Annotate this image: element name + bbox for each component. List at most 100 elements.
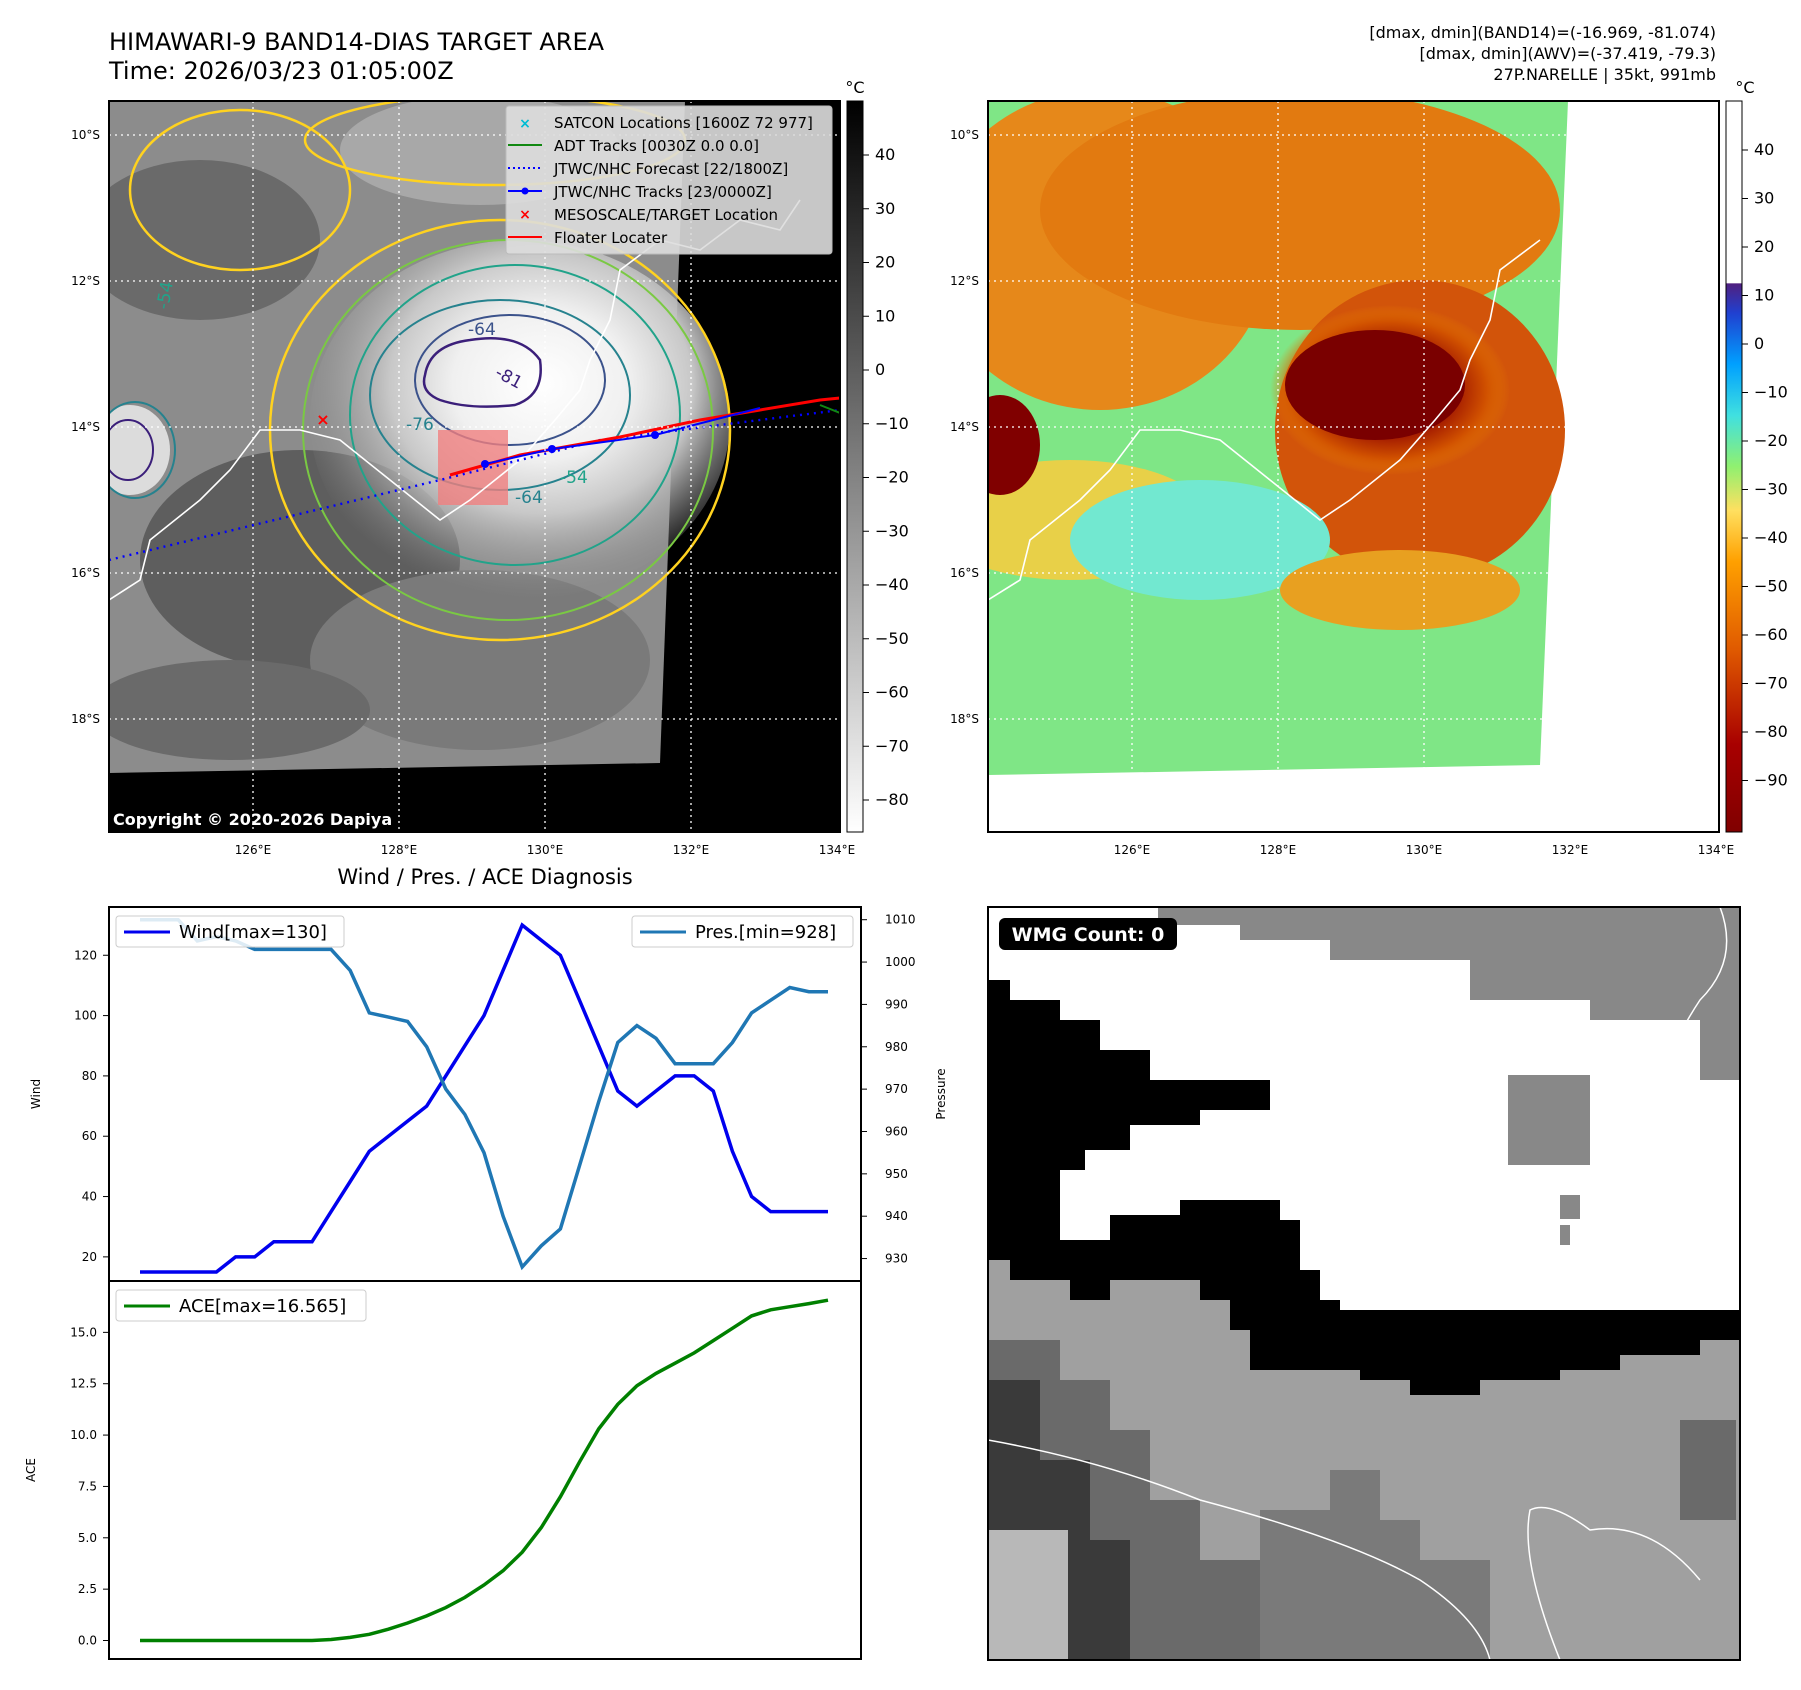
ir-colorbar-unit: °C xyxy=(845,78,864,97)
contour-label: -64 xyxy=(515,488,543,508)
lon-label: 132°E xyxy=(673,843,710,857)
lon-label: 128°E xyxy=(1260,843,1297,857)
colorbar-tick-label: −70 xyxy=(875,736,909,755)
lon-label: 128°E xyxy=(381,843,418,857)
lon-label: 132°E xyxy=(1552,843,1589,857)
lat-label: 10°S xyxy=(71,128,100,142)
colorbar-tick-label: −50 xyxy=(875,629,909,648)
colorbar-tick-label: −70 xyxy=(1754,674,1788,693)
lat-label: 14°S xyxy=(71,420,100,434)
wind-tick-label: 20 xyxy=(82,1250,97,1264)
lon-label: 134°E xyxy=(1698,843,1735,857)
colorbar-tick-label: −90 xyxy=(1754,771,1788,790)
pressure-tick-label: 950 xyxy=(885,1167,908,1181)
colorbar-tick-label: −60 xyxy=(1754,625,1788,644)
colorbar-tick-label: 30 xyxy=(1754,189,1774,208)
svg-text:×: × xyxy=(519,207,531,223)
lat-label: 14°S xyxy=(950,420,979,434)
wmg-count: WMG Count: 0 xyxy=(1012,924,1165,946)
awv-colorbar-unit: °C xyxy=(1735,78,1754,97)
lon-label: 126°E xyxy=(1114,843,1151,857)
colorbar-tick-label: −80 xyxy=(875,790,909,809)
lat-label: 10°S xyxy=(950,128,979,142)
contour-label: -76 xyxy=(406,415,434,435)
legend-ace: ACE[max=16.565] xyxy=(179,1296,346,1317)
colorbar-tick-label: −40 xyxy=(875,575,909,594)
wind-legend: Wind[max=130] xyxy=(115,915,345,948)
colorbar-tick-label: 20 xyxy=(1754,237,1774,256)
colorbar-tick-label: 0 xyxy=(1754,334,1764,353)
ace-tick-label: 5.0 xyxy=(78,1531,97,1545)
lon-label: 130°E xyxy=(527,843,564,857)
pressure-axis-label: Pressure xyxy=(934,1068,948,1119)
colorbar-tick-label: −10 xyxy=(1754,383,1788,402)
lat-label: 16°S xyxy=(71,566,100,580)
awv-map-lon-labels: 126°E 128°E 130°E 132°E 134°E xyxy=(1114,843,1735,857)
legend-floater: Floater Locater xyxy=(554,229,668,247)
colorbar-tick-label: 30 xyxy=(875,199,895,218)
colorbar-tick-label: 0 xyxy=(875,360,885,379)
pressure-tick-label: 1000 xyxy=(885,955,916,969)
wind-tick-label: 80 xyxy=(82,1069,97,1083)
contour-label: -54 xyxy=(153,280,178,311)
colorbar-tick-label: −60 xyxy=(875,683,909,702)
lat-label: 18°S xyxy=(950,712,979,726)
dmax-awv: [dmax, dmin](AWV)=(-37.419, -79.3) xyxy=(1419,44,1716,63)
wind-tick-label: 40 xyxy=(82,1190,97,1204)
svg-text:×: × xyxy=(316,410,329,429)
pressure-tick-label: 980 xyxy=(885,1040,908,1054)
legend-forecast: JTWC/NHC Forecast [22/1800Z] xyxy=(553,160,788,178)
lat-label: 16°S xyxy=(950,566,979,580)
ace-axis-label: ACE xyxy=(24,1458,38,1482)
lat-label: 12°S xyxy=(950,274,979,288)
colorbar-tick-label: −20 xyxy=(875,468,909,487)
wind-axis-label: Wind xyxy=(29,1079,43,1109)
figure-title: HIMAWARI-9 BAND14-DIAS TARGET AREA xyxy=(109,28,605,56)
ace-tick-label: 15.0 xyxy=(70,1325,97,1339)
colorbar-tick-label: −40 xyxy=(1754,528,1788,547)
pressure-tick-label: 1010 xyxy=(885,913,916,927)
pressure-tick-label: 930 xyxy=(885,1252,908,1266)
colorbar-tick-label: 10 xyxy=(875,306,895,325)
ir-map-lat-labels: 10°S 12°S 14°S 16°S 18°S xyxy=(71,128,100,726)
awv-colorbar: °C 40 30 20 10 0 −10 −20 −30 −40 −50 −60 −70 −80 −90 xyxy=(1725,78,1788,833)
pressure-legend: Pres.[min=928] xyxy=(631,915,854,948)
colorbar-tick-label: 40 xyxy=(875,145,895,164)
colorbar-tick-label: −10 xyxy=(875,414,909,433)
awv-map xyxy=(987,100,1720,833)
legend-satcon: SATCON Locations [1600Z 72 977] xyxy=(554,114,813,132)
legend-tracks: JTWC/NHC Tracks [23/0000Z] xyxy=(553,183,772,201)
colorbar-tick-label: −50 xyxy=(1754,577,1788,596)
diagnosis-title: Wind / Pres. / ACE Diagnosis xyxy=(337,865,632,889)
lat-label: 12°S xyxy=(71,274,100,288)
ace-chart: 0.0 2.5 5.0 7.5 10.0 12.5 15.0 ACE ACE[max=16.… xyxy=(24,1280,862,1660)
ace-series-line xyxy=(140,1298,829,1643)
figure-time: Time: 2026/03/23 01:05:00Z xyxy=(108,57,454,85)
ace-tick-label: 12.5 xyxy=(70,1377,97,1391)
contour-label: -54 xyxy=(560,468,588,488)
colorbar-tick-label: 40 xyxy=(1754,140,1774,159)
pressure-series-line xyxy=(140,917,828,1271)
wind-tick-label: 100 xyxy=(74,1009,97,1023)
ace-tick-label: 10.0 xyxy=(70,1428,97,1442)
ir-map-lon-labels: 126°E 128°E 130°E 132°E 134°E xyxy=(235,843,856,857)
pressure-tick-label: 960 xyxy=(885,1124,908,1138)
lon-label: 126°E xyxy=(235,843,272,857)
pressure-tick-label: 970 xyxy=(885,1082,908,1096)
lon-label: 134°E xyxy=(819,843,856,857)
storm-info: 27P.NARELLE | 35kt, 991mb xyxy=(1493,65,1716,84)
ir-colorbar: °C 40 30 20 10 0 −10 −20 −30 −40 −50 −60 −70 −80 xyxy=(845,78,909,833)
wind-series-line xyxy=(140,922,828,1274)
colorbar-tick-label: −30 xyxy=(875,521,909,540)
ace-tick-label: 7.5 xyxy=(78,1479,97,1493)
wind-tick-label: 120 xyxy=(74,948,97,962)
legend-pressure: Pres.[min=928] xyxy=(695,922,836,943)
wind-tick-label: 60 xyxy=(82,1129,97,1143)
ace-legend: ACE[max=16.565] xyxy=(115,1289,367,1322)
wind-pressure-chart: 20 40 60 80 100 120 930 940 950 960 970 980 990 1000… xyxy=(29,906,948,1282)
colorbar-tick-label: −30 xyxy=(1754,480,1788,499)
contour-label: -64 xyxy=(468,320,496,340)
awv-map-lat-labels: 10°S 12°S 14°S 16°S 18°S xyxy=(950,128,979,726)
pressure-tick-label: 940 xyxy=(885,1209,908,1223)
